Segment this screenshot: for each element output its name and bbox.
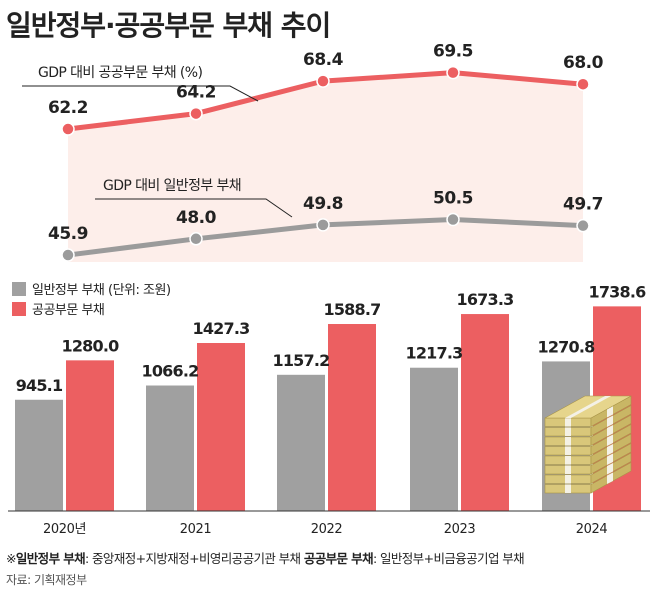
public-ratio-point bbox=[316, 74, 330, 88]
public-ratio-value-label: 62.2 bbox=[48, 98, 88, 118]
public-ratio-point bbox=[576, 77, 590, 91]
money-bundle-band bbox=[565, 427, 571, 436]
general-ratio-point bbox=[446, 212, 460, 227]
public-ratio-point bbox=[189, 106, 203, 121]
general-debt-bar bbox=[410, 367, 458, 511]
x-axis-tick-label: 2022 bbox=[311, 522, 342, 537]
public-debt-bar bbox=[461, 314, 509, 511]
money-bundle-band bbox=[565, 484, 571, 493]
general-debt-value-label: 1157.2 bbox=[273, 351, 330, 370]
money-bundle-band bbox=[565, 437, 571, 446]
general-ratio-point bbox=[316, 218, 330, 232]
public-debt-value-label: 1280.0 bbox=[62, 336, 120, 355]
general-ratio-value-label: 50.5 bbox=[433, 188, 473, 208]
public-debt-bar bbox=[66, 360, 114, 511]
public-ratio-value-label: 68.4 bbox=[303, 50, 344, 70]
public-ratio-series-label: GDP 대비 공공부문 부채 (%) bbox=[38, 65, 202, 81]
source-note: 자료: 기획재정부 bbox=[6, 573, 87, 587]
money-stack-illustration bbox=[544, 395, 632, 494]
public-debt-value-label: 1427.3 bbox=[193, 319, 250, 338]
general-debt-value-label: 1217.3 bbox=[406, 344, 463, 363]
line-chart: 62.2 64.2 68.4 69.5 68.0 45.9 48.0 49.8 50.5 49.7… bbox=[22, 42, 604, 263]
debt-trend-chart: 62.2 64.2 68.4 69.5 68.0 45.9 48.0 49.8 50.5 49.7… bbox=[8, 42, 650, 537]
money-bundle-band-side bbox=[607, 406, 613, 418]
public-debt-value-label: 1588.7 bbox=[324, 300, 381, 319]
general-debt-bar bbox=[146, 385, 194, 511]
public-debt-bar bbox=[328, 324, 376, 511]
x-axis-tick-label: 2024 bbox=[576, 522, 608, 537]
x-axis-tick-label: 2021 bbox=[180, 522, 212, 537]
general-ratio-value-label: 49.8 bbox=[303, 194, 343, 214]
money-bundle-band bbox=[565, 456, 571, 465]
public-debt-bar bbox=[197, 343, 245, 511]
money-bundle-band-side bbox=[607, 415, 613, 427]
money-bundle-band-side bbox=[607, 472, 613, 484]
money-stack-top-band bbox=[565, 396, 611, 418]
footnote-general-definition: : 중앙재정+지방재정+비영리공공기관 부채 bbox=[85, 551, 301, 566]
footnote-general-term: 일반정부 부채 bbox=[15, 551, 86, 566]
money-bundle-band bbox=[565, 465, 571, 474]
legend-public-label: 공공부문 부채 bbox=[32, 303, 104, 318]
footnote-public-term: 공공부문 부채 bbox=[303, 551, 374, 566]
general-ratio-series-label: GDP 대비 일반정부 부채 bbox=[103, 178, 241, 194]
footnote-public-definition: : 일반정부+비금융공기업 부채 bbox=[372, 551, 525, 566]
bar-chart: 945.1 1280.0 2020년 1066.2 1427.3 2021 1157.2 15… bbox=[8, 282, 650, 537]
public-ratio-leader-line bbox=[22, 85, 259, 102]
general-ratio-leader-line bbox=[95, 198, 293, 218]
general-debt-value-label: 945.1 bbox=[16, 376, 63, 395]
footnote-mark: ※ bbox=[6, 551, 16, 566]
general-ratio-point bbox=[189, 232, 203, 246]
money-bundle-band-side bbox=[607, 425, 613, 437]
public-debt-value-label: 1738.6 bbox=[589, 282, 647, 301]
legend-general-label: 일반정부 부채 (단위: 조원) bbox=[32, 283, 171, 298]
public-debt-value-label: 1673.3 bbox=[457, 290, 514, 309]
public-ratio-value-label: 64.2 bbox=[176, 83, 216, 103]
legend-general-swatch bbox=[12, 282, 26, 296]
public-ratio-point bbox=[61, 122, 75, 136]
money-bundle-band-side bbox=[607, 434, 613, 446]
general-debt-bar bbox=[15, 399, 63, 511]
money-bundle-band bbox=[565, 446, 571, 455]
money-bundle-band bbox=[565, 418, 571, 427]
money-bundle-band-side bbox=[607, 453, 613, 465]
legend-public-swatch bbox=[12, 302, 26, 316]
general-debt-value-label: 1270.8 bbox=[538, 337, 596, 356]
general-ratio-value-label: 45.9 bbox=[48, 224, 88, 244]
public-ratio-value-label: 68.0 bbox=[563, 53, 604, 73]
footnote: ※일반정부 부채: 중앙재정+지방재정+비영리공공기관 부채 공공부문 부채: … bbox=[6, 548, 525, 567]
public-ratio-point bbox=[446, 65, 460, 80]
general-ratio-value-label: 49.7 bbox=[563, 195, 603, 215]
x-axis-tick-label: 2023 bbox=[444, 522, 476, 537]
public-ratio-value-label: 69.5 bbox=[433, 42, 473, 62]
general-ratio-point bbox=[576, 218, 590, 233]
public-debt-area bbox=[68, 72, 583, 263]
general-ratio-point bbox=[61, 248, 75, 262]
money-bundle-band bbox=[565, 475, 571, 484]
general-debt-bar bbox=[277, 374, 325, 511]
general-ratio-value-label: 48.0 bbox=[176, 208, 217, 228]
money-bundle-band-side bbox=[607, 463, 613, 475]
general-debt-value-label: 1066.2 bbox=[142, 362, 199, 381]
money-bundle-band-side bbox=[607, 444, 613, 456]
chart-title: 일반정부·공공부문 부채 추이 bbox=[6, 9, 331, 42]
x-axis-tick-label: 2020년 bbox=[43, 522, 86, 537]
